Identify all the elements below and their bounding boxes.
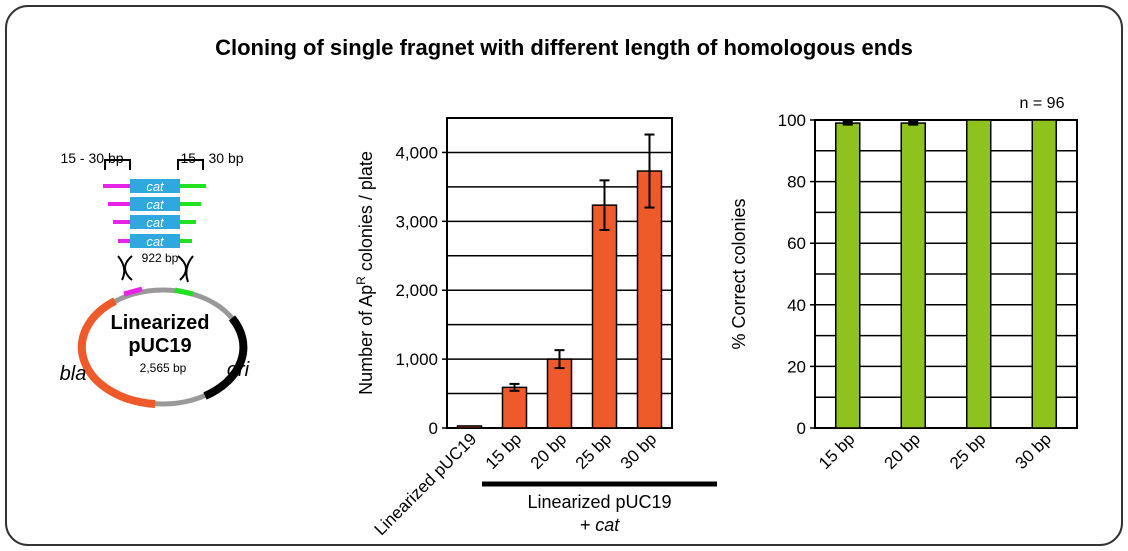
bar: [901, 123, 925, 428]
y-tick-label: 100: [778, 111, 806, 130]
bla-label: bla: [60, 363, 87, 385]
figure-title: Cloning of single fragnet with different…: [215, 35, 913, 60]
y-tick-label: 1,000: [395, 350, 438, 369]
insert-label: cat: [146, 179, 165, 194]
figure: Cloning of single fragnet with different…: [0, 0, 1128, 551]
bar: [548, 359, 572, 428]
y-tick-label: 20: [787, 357, 806, 376]
y-axis-label-part: colonies / plate: [356, 151, 376, 276]
y-axis-label-part: R: [354, 276, 368, 285]
annotation: n = 96: [1020, 95, 1065, 112]
y-tick-label: 2,000: [395, 281, 438, 300]
y-tick-label: 80: [787, 173, 806, 192]
plasmid-name: Linearized: [111, 312, 210, 334]
insert-label: cat: [146, 234, 165, 249]
plasmid-name: pUC19: [128, 335, 191, 357]
bar: [503, 387, 527, 428]
right-label: 15 - 30 bp: [180, 150, 243, 166]
bar: [967, 120, 991, 428]
bar: [1032, 120, 1056, 428]
bar: [458, 426, 482, 428]
ori-label: ori: [227, 359, 250, 381]
y-tick-label: 0: [429, 419, 438, 438]
group-label: Linearized pUC19: [527, 492, 671, 512]
plasmid-size: 2,565 bp: [140, 361, 187, 375]
bar: [836, 123, 860, 428]
insert-size: 922 bp: [142, 251, 179, 265]
y-tick-label: 40: [787, 296, 806, 315]
y-tick-label: 0: [797, 419, 806, 438]
left-label: 15 - 30 bp: [60, 150, 123, 166]
y-axis-label: % Correct colonies: [729, 198, 749, 349]
group-sublabel: + cat: [580, 515, 621, 535]
y-tick-label: 3,000: [395, 212, 438, 231]
y-tick-label: 60: [787, 234, 806, 253]
bar: [638, 171, 662, 428]
y-axis-label: Number of ApR colonies / plate: [354, 151, 376, 395]
insert-label: cat: [146, 215, 165, 230]
bar: [593, 205, 617, 428]
insert-label: cat: [146, 197, 165, 212]
y-axis-label-part: Number of Ap: [356, 285, 376, 395]
y-tick-label: 4,000: [395, 143, 438, 162]
